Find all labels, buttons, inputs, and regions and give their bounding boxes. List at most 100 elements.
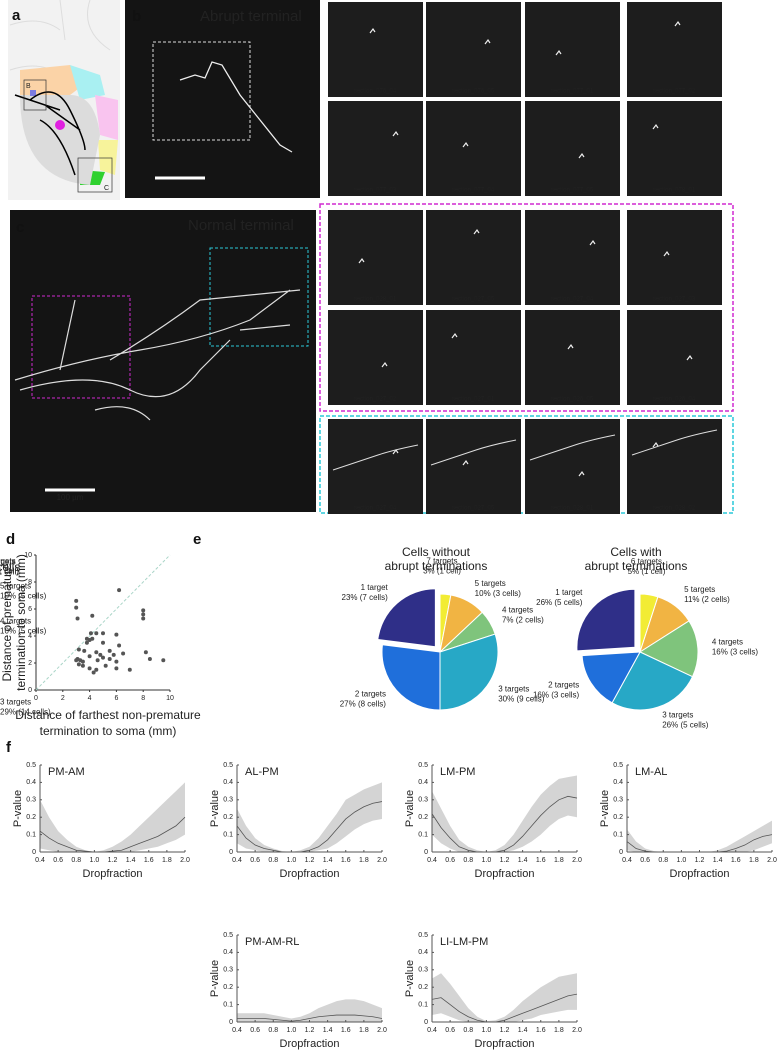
chart-title: LM-PM bbox=[440, 766, 475, 778]
point bbox=[141, 616, 146, 621]
point bbox=[127, 667, 132, 672]
area bbox=[30, 90, 36, 96]
area bbox=[95, 95, 118, 140]
thumbnail bbox=[426, 2, 521, 97]
y-tick-label: 0 bbox=[229, 849, 233, 856]
x-tick-label: 2.0 bbox=[572, 857, 582, 864]
pie-value-label: 27% (8 cells) bbox=[340, 700, 387, 709]
point bbox=[147, 656, 152, 661]
section-label: section_028_01 bbox=[551, 506, 594, 512]
pie-category: 4 targets bbox=[502, 605, 533, 614]
neuron-trace bbox=[14, 91, 86, 176]
x-tick-label: 1.8 bbox=[162, 857, 172, 864]
point bbox=[76, 662, 81, 667]
point bbox=[75, 656, 80, 661]
thumbnail bbox=[328, 310, 423, 405]
axon-fragment bbox=[578, 152, 585, 159]
y-axis-label: Distance of premature bbox=[0, 563, 14, 681]
thumbnail bbox=[426, 310, 521, 405]
thumbnail bbox=[627, 310, 722, 405]
section-label: section_077_05 bbox=[551, 188, 594, 194]
soma bbox=[55, 120, 65, 130]
section-label: section_077_03 bbox=[354, 188, 397, 194]
axon-fragment bbox=[462, 141, 469, 148]
x-tick-label: 1.0 bbox=[287, 857, 297, 864]
point bbox=[114, 632, 119, 637]
section-label: section_027_01 bbox=[452, 397, 495, 403]
area bbox=[98, 140, 118, 175]
y-axis-label: termination to soma (mm) bbox=[14, 554, 28, 691]
axon-fragment bbox=[663, 250, 670, 257]
y-tick-label: 0.4 bbox=[418, 779, 428, 786]
y-tick-label: 0.2 bbox=[418, 984, 428, 991]
y-tick-label: 0.3 bbox=[613, 797, 623, 804]
y-tick-label: 0.2 bbox=[613, 814, 623, 821]
x-tick-label: 1.2 bbox=[305, 857, 315, 864]
x-tick-label: 2 bbox=[61, 695, 65, 702]
section-label: section_076_05 bbox=[452, 89, 495, 95]
x-tick-label: 1.4 bbox=[323, 857, 333, 864]
pie-value-label: 7% (2 cells) bbox=[502, 615, 544, 624]
point bbox=[101, 655, 105, 660]
axon-fragment bbox=[462, 459, 469, 466]
point bbox=[82, 648, 87, 653]
panel-label: f bbox=[6, 739, 12, 756]
y-tick-label: 0.3 bbox=[223, 967, 233, 974]
pie-value-label: 29% (14 cells) bbox=[0, 707, 51, 716]
x-tick-label: 0.6 bbox=[640, 857, 650, 864]
x-tick-label: 1.4 bbox=[518, 857, 528, 864]
thumbnail bbox=[525, 101, 620, 196]
y-tick-label: 0 bbox=[229, 1019, 233, 1026]
y-tick-label: 0.3 bbox=[223, 797, 233, 804]
point bbox=[103, 663, 108, 668]
pie-slice bbox=[638, 620, 699, 678]
x-tick-label: 0.4 bbox=[232, 1027, 242, 1034]
thumbnail bbox=[525, 210, 620, 305]
point bbox=[107, 648, 112, 653]
pie-category: 1 target bbox=[361, 583, 389, 592]
x-tick-label: 1.8 bbox=[749, 857, 759, 864]
point bbox=[94, 667, 99, 672]
x-tick-label: 0.8 bbox=[71, 857, 81, 864]
point bbox=[84, 640, 89, 645]
x-tick-label: 1.0 bbox=[677, 857, 687, 864]
section-label: section_026_05 bbox=[551, 397, 594, 403]
x-tick-label: 0.8 bbox=[463, 857, 473, 864]
point bbox=[75, 616, 80, 621]
section-label: section_026_04 bbox=[653, 397, 696, 403]
micrograph bbox=[125, 0, 320, 198]
y-tick-label: 0.3 bbox=[26, 797, 36, 804]
pie-title: abrupt terminations bbox=[385, 559, 488, 573]
point bbox=[94, 650, 99, 655]
y-tick-label: 4 bbox=[28, 633, 32, 640]
pie-category: 1 target bbox=[555, 588, 583, 597]
x-tick-label: 0.4 bbox=[35, 857, 45, 864]
section-label: section_078_01 bbox=[653, 188, 696, 194]
axon-fragment bbox=[567, 343, 574, 350]
y-tick-label: 0.4 bbox=[613, 779, 623, 786]
x-tick-label: 4 bbox=[88, 695, 92, 702]
x-tick-label: 0.6 bbox=[250, 1027, 260, 1034]
pie-value-label: 23% (7 cells) bbox=[342, 593, 389, 602]
section-label: section_028_01 bbox=[354, 297, 397, 303]
x-tick-label: 1.6 bbox=[341, 1027, 351, 1034]
section-label: section_027_04 bbox=[551, 297, 594, 303]
x-tick-label: 0.8 bbox=[268, 857, 278, 864]
y-tick-label: 10 bbox=[24, 552, 32, 559]
section-label: section_027_05 bbox=[452, 297, 495, 303]
x-tick-label: 0.6 bbox=[250, 857, 260, 864]
section-label: section_077_01 bbox=[551, 89, 594, 95]
pie-title: Cells with bbox=[610, 545, 661, 559]
pie-value-label: 26% (5 cells) bbox=[536, 598, 583, 607]
point bbox=[91, 670, 96, 675]
x-tick-label: 6 bbox=[114, 695, 118, 702]
axon-fragment bbox=[473, 228, 480, 235]
chart-title: LI-LM-PM bbox=[440, 936, 488, 948]
image-title: Normal terminal bbox=[188, 217, 294, 234]
y-tick-label: 0 bbox=[424, 849, 428, 856]
y-tick-label: 0.5 bbox=[223, 762, 233, 769]
point bbox=[143, 650, 148, 655]
y-tick-label: 0.4 bbox=[26, 779, 36, 786]
confidence-band bbox=[237, 999, 382, 1022]
x-tick-label: 1.6 bbox=[731, 857, 741, 864]
